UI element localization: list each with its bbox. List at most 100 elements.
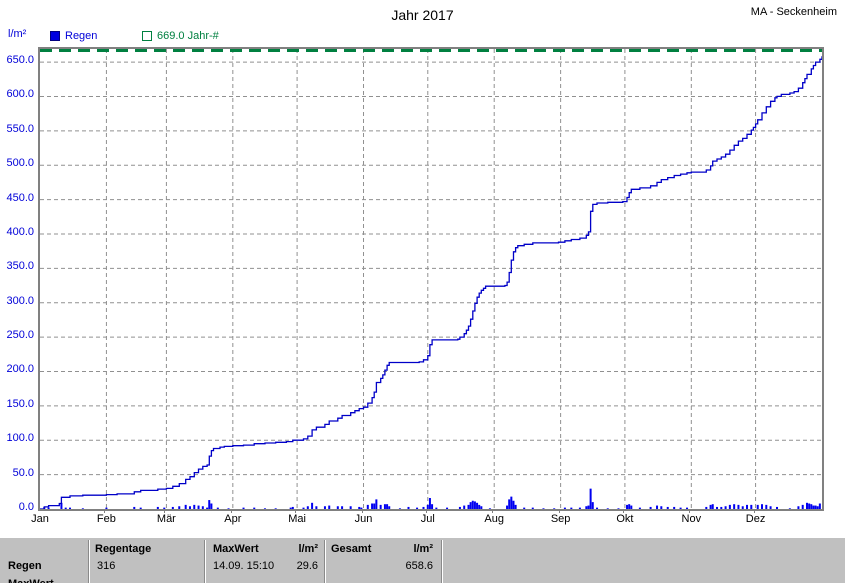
x-tick-mark	[295, 509, 297, 513]
rain-bar	[531, 507, 534, 509]
rain-bar	[816, 506, 819, 509]
rain-bar	[756, 504, 759, 509]
rain-bar	[628, 504, 631, 509]
rain-bar	[428, 497, 431, 509]
rain-bar	[814, 505, 817, 509]
rain-bar	[426, 504, 429, 509]
x-tick-label: Jan	[31, 513, 49, 525]
rain-bar	[81, 508, 84, 509]
rain-bar	[542, 508, 545, 509]
rain-bar	[508, 499, 511, 509]
rain-bar	[431, 504, 434, 509]
x-tick-mark	[689, 509, 691, 513]
rain-bar	[570, 507, 573, 509]
rain-bar	[761, 504, 764, 509]
rain-bar	[750, 504, 753, 509]
rain-bar	[476, 502, 479, 509]
x-tick-mark	[492, 509, 494, 513]
x-tick-label: Dez	[745, 513, 766, 525]
y-tick-label: 0.0	[18, 501, 34, 513]
rain-bar	[311, 502, 314, 509]
summary-table: Regentage MaxWert l/m² Gesamt l/m² Regen…	[0, 537, 845, 583]
y-axis-unit-label: l/m²	[8, 28, 27, 40]
x-tick-label: Jun	[354, 513, 373, 525]
regen-legend-swatch-icon[interactable]	[50, 31, 60, 41]
rain-bar	[171, 506, 174, 509]
rain-bar	[469, 502, 472, 509]
rain-bar	[163, 507, 166, 509]
rain-bar	[553, 508, 556, 509]
row-label-maxwert-clipped: MaxWert	[8, 578, 54, 583]
x-tick-label: Nov	[681, 513, 702, 525]
rain-bar	[341, 506, 344, 509]
rain-bar	[156, 506, 159, 509]
rain-bar	[358, 506, 361, 509]
rain-bar	[617, 508, 620, 509]
table-separator	[89, 540, 90, 583]
maxwert-value: 29.6	[296, 560, 318, 572]
rain-bar	[686, 507, 689, 509]
jahr-checkbox-icon[interactable]	[142, 31, 152, 41]
rain-bar	[512, 500, 515, 509]
rain-bar	[379, 504, 382, 509]
x-tick-label: Jul	[420, 513, 435, 525]
maxwert-header: MaxWert	[213, 543, 259, 555]
gesamt-unit-header: l/m²	[413, 543, 433, 555]
regentage-value: 316	[97, 560, 116, 572]
legend-item-regen[interactable]: Regen	[50, 30, 97, 42]
x-axis-tick-labels: Jan Feb Mär Apr Mai Jun Jul Aug Sep Okt Nov Dez	[31, 509, 828, 527]
regentage-header: Regentage	[95, 543, 152, 555]
rain-bar	[788, 508, 791, 509]
y-tick-label: 150.0	[6, 397, 34, 410]
rain-bar	[383, 504, 386, 509]
rain-bar	[193, 504, 196, 509]
rain-bar	[208, 500, 211, 509]
rain-bar	[306, 506, 309, 509]
y-tick-label: 400.0	[6, 225, 34, 238]
rain-bar	[488, 508, 491, 509]
rain-bar	[315, 506, 318, 509]
rain-bar	[741, 506, 744, 509]
legend-item-jahr-reference[interactable]: 669.0 Jahr-#	[142, 30, 219, 42]
rain-bar	[478, 504, 481, 509]
rain-bar	[373, 503, 376, 509]
table-separator	[205, 540, 206, 583]
rain-bar	[216, 507, 219, 509]
rain-bar	[139, 507, 142, 509]
rain-bar	[133, 506, 136, 509]
y-tick-label: 50.0	[12, 466, 34, 479]
rain-bar	[407, 506, 410, 509]
y-axis-tick-labels: 0.0 50.0 100.0 150.0 200.0 250.0 300.0 350.0 400…	[0, 47, 34, 513]
rain-bar	[506, 505, 509, 509]
rain-bar	[105, 507, 108, 509]
rain-bar	[371, 503, 374, 509]
rain-bar	[589, 488, 592, 509]
rain-bar	[435, 507, 438, 509]
rain-bar	[649, 506, 652, 509]
gesamt-header: Gesamt	[331, 543, 372, 555]
rain-bar	[578, 507, 581, 509]
rain-bar	[386, 504, 389, 509]
rain-bar	[797, 506, 800, 509]
rain-bar	[591, 502, 594, 509]
plot-area	[38, 47, 824, 511]
rain-bar	[776, 506, 779, 509]
y-tick-label: 500.0	[6, 157, 34, 170]
rain-bar	[289, 507, 292, 509]
y-tick-label: 350.0	[6, 260, 34, 273]
x-tick-label: Mär	[156, 513, 176, 525]
x-tick-label: Feb	[96, 513, 116, 525]
y-tick-label: 650.0	[6, 54, 34, 67]
table-separator	[325, 540, 326, 583]
rain-bar	[810, 504, 813, 509]
rain-bar	[638, 507, 641, 509]
rain-bar	[510, 496, 513, 509]
maxwert-datetime-value: 14.09. 15:10	[213, 560, 275, 572]
chart-canvas	[40, 49, 822, 509]
row-label-regen: Regen	[8, 560, 42, 572]
rain-bar	[206, 507, 209, 509]
rain-bar	[806, 502, 809, 509]
rain-bar	[463, 505, 466, 509]
rain-bar	[210, 503, 213, 509]
x-tick-label: Aug	[484, 513, 504, 525]
